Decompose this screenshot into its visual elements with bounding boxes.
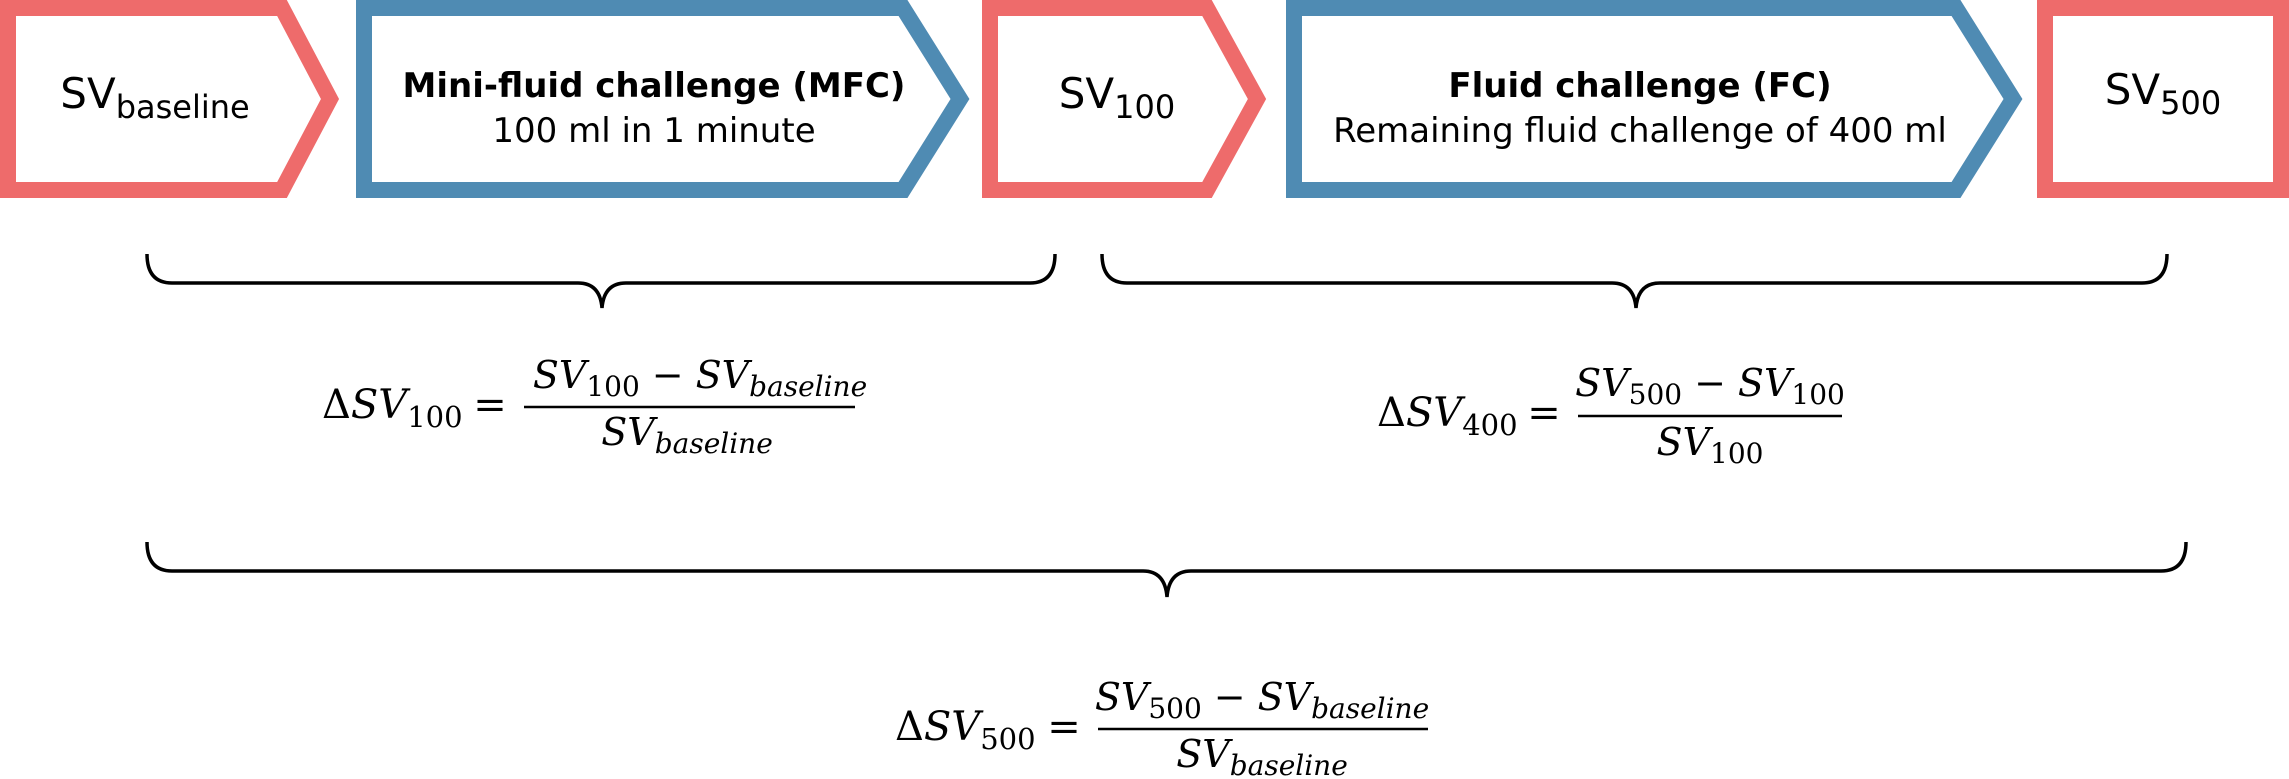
mfc-title: Mini-fluid challenge (MFC)	[403, 66, 906, 106]
formula-dsv400: ΔSV400 = SV500− SV100 SV100	[1377, 361, 1845, 470]
dsv400-num-sub-a: 500	[1629, 378, 1682, 411]
dsv500-minus: −	[1214, 675, 1246, 719]
dsv100-num-sub-a: 100	[586, 370, 639, 403]
svg-text:SV100−SVbaseline: SV100− SVbaseline	[533, 353, 867, 403]
dsv400-delta: Δ	[1377, 390, 1406, 436]
dsv100-sv: SV	[351, 382, 411, 428]
dsv500-equals: =	[1047, 704, 1081, 750]
svg-text:SV500−SV100: SV500− SV100	[1575, 361, 1845, 411]
svg-text:SVbaseline: SVbaseline	[1176, 732, 1348, 779]
sv-500-subscript: 500	[2160, 84, 2221, 122]
dsv400-den-sv: SV	[1657, 420, 1714, 464]
dsv500-den-sub: baseline	[1230, 749, 1348, 779]
svg-text:SV500: SV500	[2105, 65, 2221, 122]
dsv500-subscript: 500	[980, 722, 1035, 756]
sv-100-label: SV	[1059, 69, 1115, 118]
svg-text:SV500−SVbaseline: SV500− SVbaseline	[1095, 675, 1429, 725]
svg-text:ΔSV500: ΔSV500	[895, 704, 1036, 756]
sv-baseline-label: SV	[60, 69, 116, 118]
sv-100-box: SV100	[982, 0, 1267, 198]
dsv500-num-sub-a: 500	[1148, 692, 1201, 725]
dsv500-num-sub-b: baseline	[1311, 692, 1429, 725]
dsv400-equals: =	[1527, 390, 1561, 436]
dsv400-subscript: 400	[1462, 408, 1517, 442]
svg-text:SV100: SV100	[1059, 69, 1175, 126]
svg-text:SV100: SV100	[1657, 420, 1764, 470]
formula-dsv100: ΔSV100 = SV100− SVbaseline SVbaseline	[322, 353, 867, 460]
brace-total	[145, 541, 2188, 598]
dsv100-minus: −	[652, 353, 684, 397]
dsv400-minus: −	[1694, 361, 1726, 405]
svg-text:SVbaseline: SVbaseline	[60, 69, 249, 126]
formula-dsv500: ΔSV500 = SV500− SVbaseline SVbaseline	[895, 675, 1429, 779]
dsv100-num-sub-b: baseline	[749, 370, 867, 403]
dsv100-num-sv-b: SV	[696, 353, 753, 397]
fc-arrow-shape	[1286, 0, 2023, 198]
mfc-box: Mini-fluid challenge (MFC) 100 ml in 1 m…	[356, 0, 970, 198]
dsv100-den-sv: SV	[601, 410, 658, 454]
dsv400-num-sv-a: SV	[1575, 361, 1632, 405]
brace-fc	[1100, 253, 2169, 309]
brace-mfc	[145, 253, 1057, 309]
dsv500-delta: Δ	[895, 704, 924, 750]
mfc-detail: 100 ml in 1 minute	[492, 111, 815, 151]
fc-title: Fluid challenge (FC)	[1448, 66, 1831, 106]
dsv400-den-sub: 100	[1710, 437, 1763, 470]
dsv500-num-sv-a: SV	[1095, 675, 1152, 719]
fc-box: Fluid challenge (FC) Remaining fluid cha…	[1286, 0, 2023, 198]
sv-500-label: SV	[2105, 65, 2161, 114]
dsv500-den-sv: SV	[1176, 732, 1233, 776]
dsv500-num-sv-b: SV	[1258, 675, 1315, 719]
dsv100-delta: Δ	[322, 382, 351, 428]
dsv400-sv: SV	[1406, 390, 1466, 436]
svg-text:ΔSV100: ΔSV100	[322, 382, 463, 434]
sv-100-arrow-shape	[982, 0, 1267, 198]
svg-text:ΔSV400: ΔSV400	[1377, 390, 1518, 442]
sv-500-rect-shape	[2037, 0, 2289, 198]
sv-baseline-arrow-shape	[0, 0, 340, 198]
sv-baseline-subscript: baseline	[116, 88, 250, 126]
dsv100-den-sub: baseline	[655, 427, 773, 460]
dsv400-num-sub-b: 100	[1791, 378, 1844, 411]
sv-100-subscript: 100	[1114, 88, 1175, 126]
svg-text:SVbaseline: SVbaseline	[601, 410, 773, 460]
dsv100-subscript: 100	[407, 400, 462, 434]
dsv100-equals: =	[473, 382, 507, 428]
fc-detail: Remaining fluid challenge of 400 ml	[1333, 111, 1947, 151]
sv-baseline-box: SVbaseline	[0, 0, 340, 198]
sv-500-box: SV500	[2037, 0, 2289, 198]
dsv100-num-sv-a: SV	[533, 353, 590, 397]
dsv400-num-sv-b: SV	[1738, 361, 1795, 405]
dsv500-sv: SV	[924, 704, 984, 750]
mfc-arrow-shape	[356, 0, 970, 198]
